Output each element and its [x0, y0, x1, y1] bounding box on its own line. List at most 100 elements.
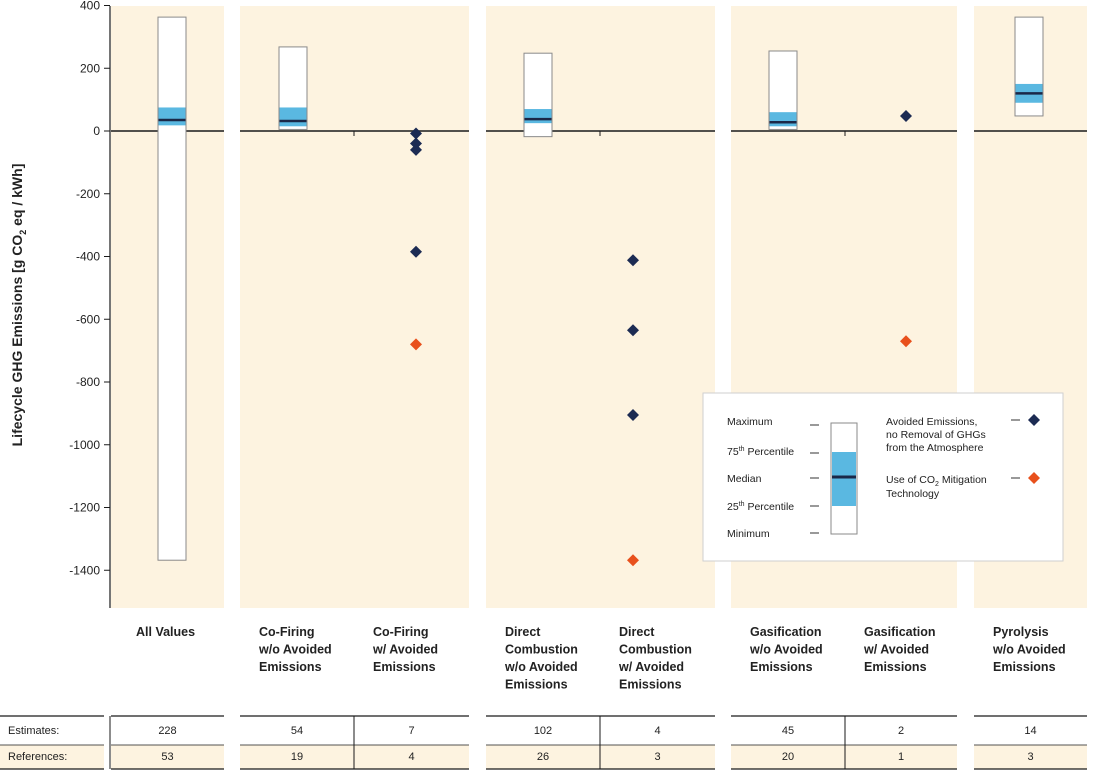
legend-box — [702, 392, 1064, 562]
category-label-line: Emissions — [750, 660, 813, 674]
iqr-box-0 — [158, 107, 186, 126]
category-label-line: All Values — [136, 625, 195, 639]
category-label-0: All Values — [136, 625, 195, 639]
references-value-4: 3 — [654, 751, 660, 763]
y-tick-label-1: 200 — [80, 61, 100, 75]
y-axis: 400 200 0 -200 -400 -600 -800 -1000 -1200 -1400 — [69, 0, 111, 608]
y-tick-label-3: -200 — [76, 187, 100, 201]
legend-avoided-marker — [1028, 414, 1040, 426]
category-label-2: Co-Firing w/ Avoided Emissions — [372, 625, 438, 674]
avoided-point-6-0 — [900, 109, 912, 122]
mitigation-point-6-0 — [900, 335, 912, 348]
estimates-value-3: 102 — [534, 725, 552, 737]
category-label-line: Gasification — [750, 625, 822, 639]
legend-p75: 75th Percentile — [727, 446, 794, 458]
category-labels: All Values Co-Firing w/o Avoided EmissionsC… — [136, 625, 1066, 692]
category-label-7: Pyrolysis w/o Avoided Emissions — [992, 625, 1066, 674]
category-label-line: Emissions — [993, 660, 1056, 674]
y-axis-title-sub: 2 — [18, 230, 28, 235]
legend-avoided-line3: from the Atmosphere — [886, 442, 984, 454]
avoided-point-2-0 — [410, 127, 422, 140]
references-value-6: 1 — [898, 751, 904, 763]
category-label-line: Combustion — [505, 643, 578, 657]
y-tick-label-0: 400 — [80, 0, 100, 13]
estimates-value-5: 45 — [782, 725, 794, 737]
mitigation-point-2-0 — [410, 338, 422, 351]
category-label-line: w/ Avoided — [863, 643, 929, 657]
estimates-value-1: 54 — [291, 725, 303, 737]
category-label-line: Direct — [619, 625, 655, 639]
legend-p25-rest: Percentile — [745, 501, 795, 513]
legend-mitigation-line1: Use of CO2 Mitigation — [886, 474, 987, 488]
mitigation-point-4-0 — [627, 554, 639, 567]
range-box-3 — [523, 52, 553, 138]
category-label-4: Direct Combustion w/ Avoided Emissions — [618, 625, 692, 692]
legend-avoided-line1: Avoided Emissions, — [886, 416, 977, 428]
estimates-value-0: 228 — [158, 725, 176, 737]
legend-p75-rest: Percentile — [745, 446, 795, 458]
estimates-value-7: 14 — [1024, 725, 1036, 737]
category-label-6: Gasification w/ Avoided Emissions — [863, 625, 936, 674]
ref-row-bg-label — [0, 745, 104, 769]
legend: Maximum 75th Percentile Median 25th Perc… — [702, 392, 1064, 562]
panel-2 — [486, 6, 715, 608]
y-axis-title-part2: eq / kWh] — [9, 164, 25, 230]
y-axis-title-part1: Lifecycle GHG Emissions [g CO — [9, 235, 25, 447]
category-label-line: w/o Avoided — [992, 643, 1066, 657]
category-label-line: Gasification — [864, 625, 936, 639]
estimates-value-4: 4 — [654, 725, 660, 737]
legend-avoided-line2: no Removal of GHGs — [886, 429, 986, 441]
iqr-box-5 — [769, 112, 797, 127]
category-label-line: Direct — [505, 625, 541, 639]
estimates-value-2: 7 — [408, 725, 414, 737]
y-tick-label-9: -1400 — [69, 563, 100, 577]
references-value-7: 3 — [1027, 751, 1033, 763]
avoided-point-4-1 — [627, 324, 639, 337]
legend-median: Median — [727, 473, 762, 485]
y-tick-label-6: -800 — [76, 375, 100, 389]
category-label-line: w/o Avoided — [749, 643, 823, 657]
category-label-line: Emissions — [505, 678, 568, 692]
y-tick-label-5: -600 — [76, 312, 100, 326]
category-label-line: w/ Avoided — [618, 660, 684, 674]
legend-p25-num: 25 — [727, 501, 739, 513]
avoided-point-4-0 — [627, 254, 639, 267]
avoided-point-2-3 — [410, 245, 422, 258]
avoided-point-2-2 — [410, 143, 422, 156]
references-value-5: 20 — [782, 751, 794, 763]
category-label-5: Gasification w/o Avoided Emissions — [749, 625, 823, 674]
legend-mitigation-line2: Technology — [886, 488, 940, 500]
y-axis-title: Lifecycle GHG Emissions [g CO2 eq / kWh] — [9, 164, 28, 447]
references-value-3: 26 — [537, 751, 549, 763]
iqr-box-1 — [279, 107, 307, 127]
legend-iqr-box — [832, 452, 856, 506]
y-tick-label-8: -1200 — [69, 501, 100, 515]
avoided-point-2-1 — [410, 137, 422, 150]
category-label-line: w/o Avoided — [504, 660, 578, 674]
category-label-line: Combustion — [619, 643, 692, 657]
legend-mitigation-marker — [1028, 472, 1040, 484]
references-row-label: References: — [8, 751, 67, 763]
category-label-3: Direct Combustion w/o Avoided Emissions — [504, 625, 578, 692]
legend-maximum: Maximum — [727, 416, 773, 428]
legend-mitigation-rest: Mitigation — [939, 474, 987, 486]
category-label-line: w/o Avoided — [258, 643, 332, 657]
avoided-point-4-2 — [627, 408, 639, 421]
category-label-line: Emissions — [259, 660, 322, 674]
iqr-box-3 — [524, 109, 552, 124]
estimates-row-label: Estimates: — [8, 725, 59, 737]
legend-mitigation-sub: 2 — [935, 481, 939, 488]
references-value-1: 19 — [291, 751, 303, 763]
ref-row-bg-3 — [731, 745, 957, 769]
chart-marks — [157, 16, 1044, 567]
category-label-line: Pyrolysis — [993, 625, 1049, 639]
y-tick-label-7: -1000 — [69, 438, 100, 452]
category-label-1: Co-Firing w/o Avoided Emissions — [258, 625, 332, 674]
category-label-line: Emissions — [619, 678, 682, 692]
legend-mitigation-co: Use of CO — [886, 474, 935, 486]
range-box-0 — [157, 16, 187, 561]
counts-table: Estimates: References: 228 53 54 19 7 4 102 26 4 3 4… — [0, 715, 1087, 770]
panel-1 — [240, 6, 469, 608]
legend-p75-num: 75 — [727, 446, 739, 458]
